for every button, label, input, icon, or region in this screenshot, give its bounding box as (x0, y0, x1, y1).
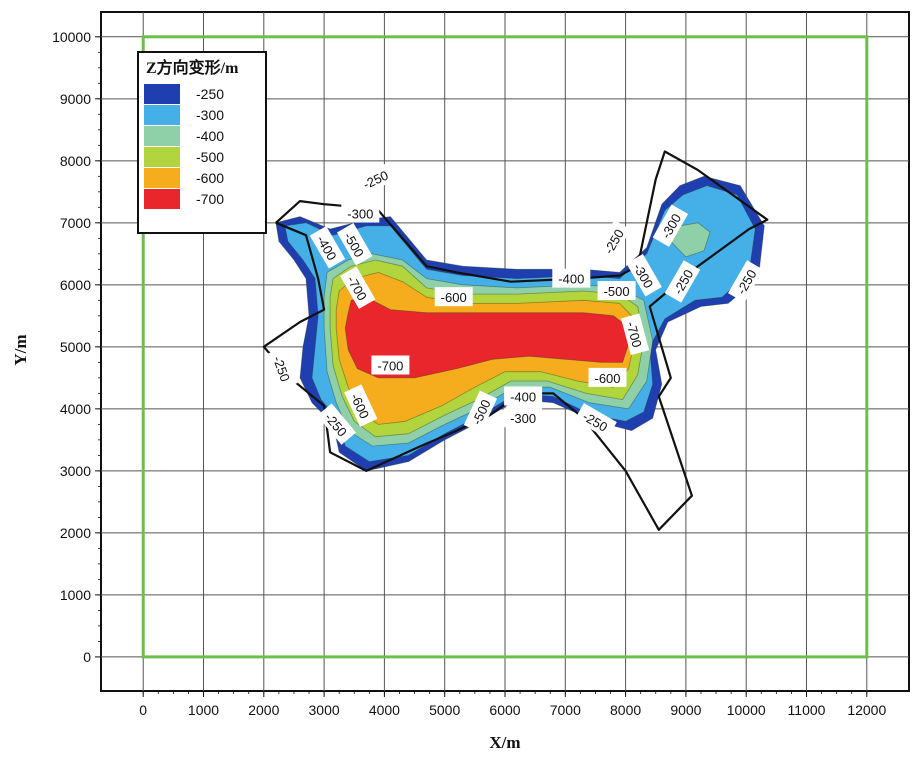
contour-label-bg (626, 254, 662, 297)
legend-label: -300 (196, 107, 224, 123)
y-tick-label: 6000 (60, 277, 91, 293)
contour-label-text: -700 (624, 320, 645, 349)
contour-band-m700 (344, 296, 629, 379)
legend-swatch (144, 126, 180, 146)
contour-label-bg (597, 281, 636, 300)
legend-title: Z方向变形/m (146, 58, 239, 77)
contour-label-text: -300 (510, 411, 536, 426)
y-tick-label: 4000 (60, 401, 91, 417)
contour-label-bg (595, 219, 631, 263)
x-tick-label: 7000 (550, 702, 581, 718)
contour-label-text: -400 (510, 390, 536, 405)
contour-label: -700 (620, 313, 650, 356)
contour-label-text: -300 (347, 207, 373, 222)
contour-label-bg (574, 403, 617, 439)
x-tick-label: 11000 (788, 702, 826, 718)
contour-label-bg (340, 266, 376, 309)
x-tick-label: 12000 (847, 702, 886, 718)
boundary-rect (141, 35, 869, 659)
x-tick-label: 10000 (727, 702, 766, 718)
legend-swatch (144, 147, 180, 167)
contour-label-text: -600 (594, 371, 620, 386)
contour-label: -700 (371, 355, 410, 375)
legend-label: -250 (196, 86, 224, 102)
y-axis-ticks: 0 1000 2000 3000 4000 5000 6000 7000 8000 9000 100… (52, 29, 101, 665)
contour-label-bg (337, 223, 373, 266)
y-tick-label: 5000 (60, 339, 91, 355)
contour-label-bg (344, 384, 378, 427)
y-tick-label: 2000 (60, 525, 91, 541)
contour-label-bg (434, 287, 473, 307)
y-tick-label: 9000 (60, 91, 91, 107)
contour-label-bg (341, 203, 380, 223)
contour-label-text: -500 (604, 284, 630, 299)
contour-label-bg (504, 408, 543, 428)
legend-swatch (144, 168, 180, 188)
site-outline (262, 150, 769, 531)
site-outline-line (262, 150, 769, 531)
x-tick-label: 2000 (248, 702, 279, 718)
contour-label: -300 (341, 203, 380, 223)
contour-label: -250 (266, 347, 298, 390)
x-axis-title: X/m (489, 733, 520, 752)
contour-label: -400 (504, 386, 543, 406)
boundary-rectangle (141, 35, 869, 659)
contour-label-text: -700 (377, 359, 403, 374)
legend-swatch (144, 189, 180, 209)
x-tick-label: 3000 (309, 702, 340, 718)
legend-label: -400 (196, 128, 224, 144)
x-tick-label: 1000 (188, 702, 219, 718)
x-tick-label: 4000 (369, 702, 400, 718)
contour-label-bg (652, 204, 689, 247)
contour-label-bg (317, 403, 357, 445)
legend-swatch (144, 84, 180, 104)
y-tick-label: 7000 (60, 215, 91, 231)
x-tick-label: 5000 (429, 702, 460, 718)
contour-label: -500 (597, 281, 636, 300)
contour-fills (275, 175, 765, 472)
contour-label-bg (266, 347, 298, 390)
y-axis-title: Y/m (11, 334, 30, 365)
contour-label-bg (728, 260, 764, 303)
legend-swatch (144, 105, 180, 125)
contour-label-text: -600 (441, 290, 467, 305)
contour-label-bg (552, 268, 591, 288)
y-tick-label: 1000 (60, 587, 91, 603)
y-tick-label: 8000 (60, 153, 91, 169)
x-tick-label: 9000 (670, 702, 701, 718)
legend-label: -500 (196, 149, 224, 165)
x-tick-label: 0 (139, 702, 147, 718)
contour-label-bg (504, 386, 543, 406)
contour-label-bg (588, 367, 627, 387)
legend: Z方向变形/m -250 -300 -400 -500 -600 -700 (137, 51, 267, 234)
y-tick-label: 3000 (60, 463, 91, 479)
contour-label-bg (463, 390, 498, 434)
y-tick-label: 0 (83, 649, 91, 665)
contour-label-text: -400 (558, 272, 584, 287)
contour-label-bg (664, 260, 701, 303)
x-axis-ticks: 0 1000 2000 3000 4000 5000 6000 7000 8000 9000 100… (139, 691, 886, 718)
x-tick-label: 6000 (489, 702, 520, 718)
contour-label-bg (309, 226, 346, 269)
contour-label-bg (353, 162, 397, 196)
contour-label: -600 (434, 287, 473, 307)
contour-label: -300 (504, 408, 543, 428)
contour-label: -600 (588, 367, 627, 387)
y-tick-label: 10000 (52, 29, 91, 45)
legend-label: -600 (196, 170, 224, 186)
contour-label: -400 (552, 268, 591, 288)
legend-label: -700 (196, 191, 224, 207)
contour-label-bg (371, 355, 410, 375)
x-tick-label: 8000 (610, 702, 641, 718)
